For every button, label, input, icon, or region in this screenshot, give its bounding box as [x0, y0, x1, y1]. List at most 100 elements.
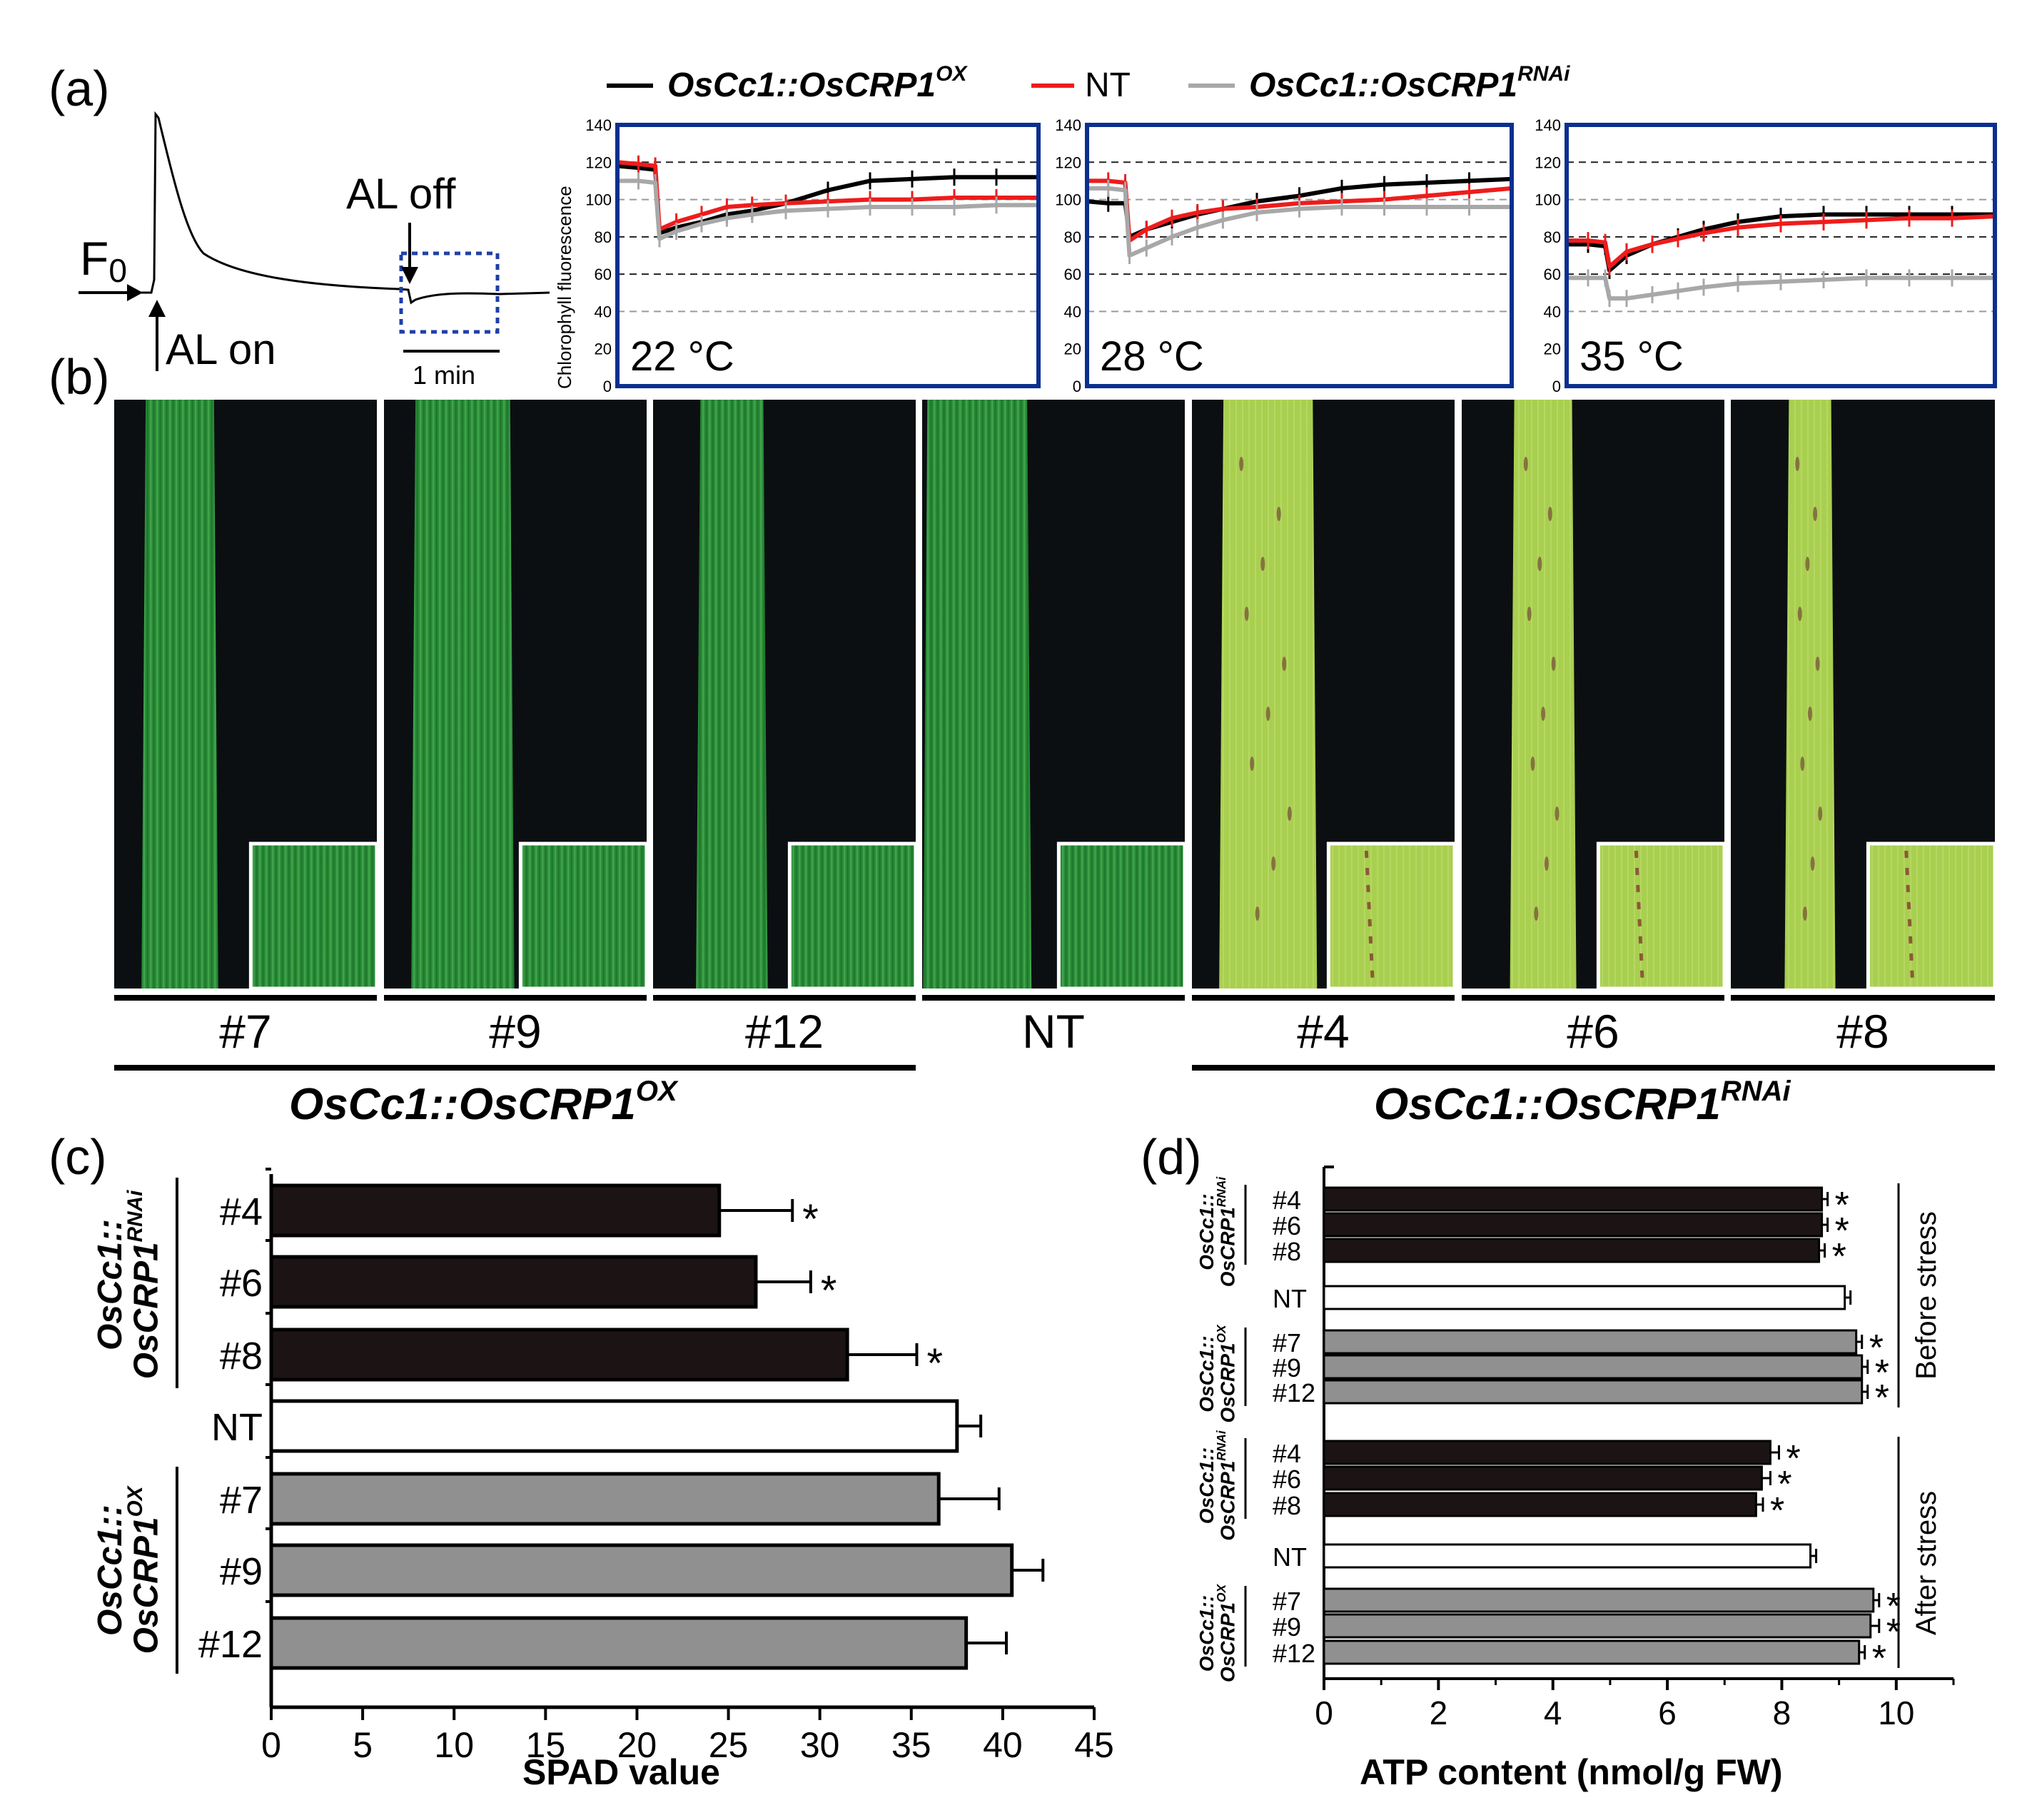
leaf-panel-1: #7	[114, 400, 379, 1058]
y-tick-label: 0	[1552, 378, 1561, 395]
leaf-label: #8	[1836, 1005, 1889, 1058]
lesion	[1818, 807, 1823, 821]
lesion	[1555, 807, 1560, 821]
y-tick-label: 100	[1055, 191, 1081, 209]
chart-title: 28 °C	[1100, 333, 1204, 380]
significance-marker: *	[1886, 1586, 1901, 1627]
leaf-blade	[1784, 400, 1836, 989]
panel-label-a: (a)	[49, 61, 110, 116]
x-tick-label: 10	[1878, 1694, 1914, 1731]
legend-nt-label: NT	[1085, 66, 1131, 104]
category-label: #12	[1273, 1378, 1315, 1407]
lesion	[1271, 856, 1276, 871]
chart-frame	[1085, 123, 1514, 388]
y-tick-label: 140	[1055, 116, 1081, 134]
spad-group-rnai-sup: RNAi	[123, 1190, 147, 1242]
x-tick-label: 5	[353, 1725, 373, 1765]
y-tick-label: 100	[1535, 191, 1561, 209]
atp-chart: 0 2 4 6 8 10 * #4 * #6 * #8 NT * #7 * #9 * #12 Before stres…	[1196, 1166, 1955, 1731]
y-tick-label: 100	[585, 191, 612, 209]
x-tick-label: 6	[1658, 1694, 1677, 1731]
bar	[1323, 1639, 1861, 1665]
leaf-inset	[1866, 841, 1997, 991]
y-tick-label: 120	[585, 153, 612, 171]
y-tick-label: 60	[1064, 266, 1081, 283]
category-label: #12	[198, 1623, 263, 1666]
category-label: NT	[1273, 1542, 1307, 1572]
y-tick-label: 140	[1535, 116, 1561, 134]
lesion	[1797, 607, 1802, 621]
bar	[269, 1472, 941, 1526]
y-tick-label: 60	[595, 266, 612, 283]
spad-group-rnai: OsCc1::OsCRP1RNAi	[91, 1190, 165, 1380]
inset-lesion	[1904, 850, 1915, 982]
lesion	[1544, 856, 1549, 871]
spad-group-ox-line2: OsCRP1	[127, 1517, 165, 1654]
fluorescence-chart-3: 0 20 40 60 80 100 120 140 35 °C	[1535, 116, 1997, 395]
leaf-panel-4: NT	[922, 400, 1187, 1058]
bar	[1323, 1212, 1824, 1238]
y-tick-label: 80	[1064, 228, 1081, 246]
significance-marker: *	[1835, 1210, 1849, 1252]
category-label: #4	[220, 1190, 263, 1233]
leaf-label: #7	[219, 1005, 271, 1058]
leaf-blade	[411, 400, 515, 989]
lesion	[1534, 906, 1539, 921]
atp-group-rnai: OsCc1::OsCRP1RNAi	[1196, 1430, 1238, 1541]
y-tick-label: 20	[1544, 340, 1561, 358]
leaf-blade	[1219, 400, 1318, 989]
spad-group-ox-line1: OsCc1::	[91, 1505, 129, 1636]
y-tick-label: 0	[603, 378, 612, 395]
leaf-blade	[923, 400, 1032, 989]
atp-group-rnai-sup: RNAi	[1214, 1430, 1228, 1461]
zoom-box	[399, 251, 500, 334]
fluorescence-chart-2: 0 20 40 60 80 100 120 140 28 °C	[1055, 116, 1514, 395]
bar	[1323, 1238, 1821, 1263]
leaf-photos: #7 #9 #12 NT #4 #6 #8	[114, 400, 1997, 1071]
bar	[1323, 1285, 1846, 1310]
significance-marker: *	[1875, 1377, 1889, 1419]
lesion	[1810, 856, 1815, 871]
induction-trace	[79, 111, 550, 305]
x-tick-label: 40	[983, 1725, 1023, 1765]
spad-group-rnai-line1: OsCc1::	[91, 1219, 129, 1350]
x-tick-label: 2	[1430, 1694, 1448, 1731]
lesion	[1244, 607, 1249, 621]
section-label: After stress	[1911, 1491, 1942, 1635]
bar	[1323, 1329, 1858, 1355]
leaf-label: NT	[1022, 1005, 1085, 1058]
leaf-blade	[141, 400, 218, 989]
leaf-inset	[787, 841, 918, 991]
lesion	[1541, 707, 1546, 721]
inset-lesion	[1364, 850, 1375, 982]
x-tick-label: 0	[1315, 1694, 1333, 1731]
category-label: #9	[1273, 1353, 1301, 1382]
induction-schematic: F0 AL on AL off 1 min	[79, 111, 550, 390]
leaf-label: #4	[1297, 1005, 1349, 1058]
atp-group-rnai-line1: OsCc1::	[1196, 1447, 1218, 1524]
al-off-label: AL off	[346, 170, 456, 218]
atp-group-ox-sup: OX	[1214, 1584, 1228, 1603]
group-rnai-label: OsCc1::OsCRP1RNAi	[1374, 1076, 1791, 1129]
x-tick-label: 10	[434, 1725, 474, 1765]
lesion	[1808, 707, 1812, 721]
y-tick-label: 120	[1535, 153, 1561, 171]
atp-group-ox-line1: OsCc1::	[1196, 1335, 1218, 1412]
bar	[269, 1616, 969, 1670]
significance-marker: *	[926, 1340, 943, 1387]
category-label: #7	[1273, 1587, 1301, 1616]
atp-group-rnai-line1: OsCc1::	[1196, 1193, 1218, 1270]
category-label: #4	[1273, 1185, 1301, 1215]
atp-group-rnai-line2: OsCRP1	[1216, 1207, 1238, 1287]
significance-marker: *	[1886, 1612, 1901, 1653]
atp-group-ox-line2: OsCRP1	[1216, 1343, 1238, 1423]
x-tick-label: 45	[1074, 1725, 1114, 1765]
x-tick-label: 20	[617, 1725, 657, 1765]
y-tick-label: 20	[1064, 340, 1081, 358]
f0-label: F0	[80, 232, 127, 289]
lesion	[1805, 557, 1810, 571]
lesion	[1239, 457, 1244, 471]
leaf-inset	[248, 841, 379, 991]
leaf-inset	[518, 841, 649, 991]
